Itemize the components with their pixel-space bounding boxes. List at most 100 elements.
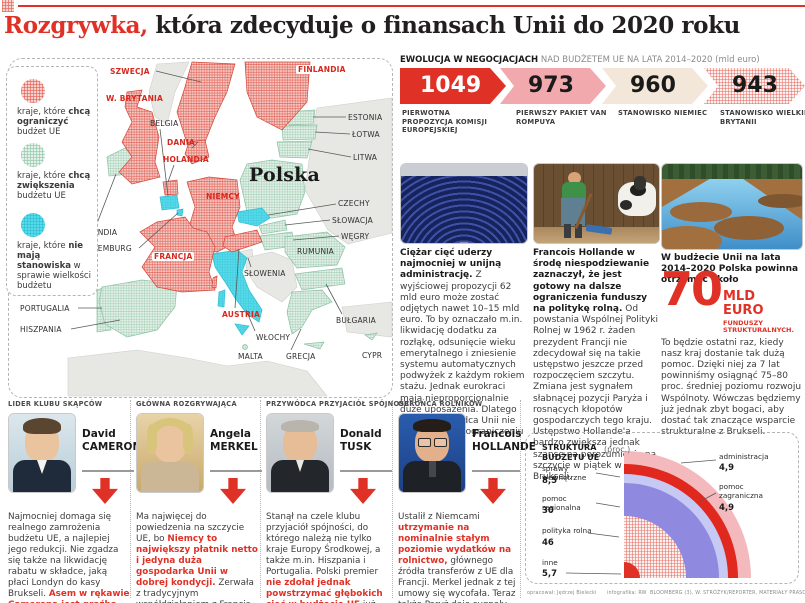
evolution-heading-mid: NAD BUDŻETEM UE NA LATA 2014–2020 (538, 55, 716, 65)
chart-value: 30 (542, 506, 554, 516)
legend-item-increase: kraje, które chcą zwiększenia budżetu UE (17, 171, 91, 201)
map-gray-countries (67, 61, 393, 397)
credit-infographic: infografika: RW (607, 591, 647, 596)
top-rule (18, 5, 805, 7)
legend-swatch-cyan (21, 213, 45, 237)
profile-name-cameron: David CAMERON (82, 428, 141, 472)
article-poland-funds: W budżecie Unii na lata 2014–2020 Polska… (661, 253, 803, 438)
profile-role-hollande: OBROŃCA ROLNIKÓW (398, 400, 483, 408)
evolution-step-4: 943 (704, 68, 805, 104)
decor-hatch-square (2, 0, 14, 12)
evolution-step-2: 973 (500, 68, 606, 104)
legend-text: kraje, które (17, 107, 69, 117)
separator (392, 400, 393, 598)
legend-text-bold: chcą ograniczyć (17, 107, 91, 127)
profile-name-tusk: Donald TUSK (340, 428, 392, 472)
chart-value: 4,9 (719, 463, 735, 473)
article-lead: W budżecie Unii na lata 2014–2020 Polska… (661, 253, 799, 286)
profile-text-hollande: Ustalił z Niemcami utrzymanie na nominal… (398, 512, 516, 603)
evolution-value: 943 (732, 73, 778, 98)
evolution-caption-3: STANOWISKO NIEMIEC (618, 109, 708, 117)
evolution-caption-1: PIERWOTNA PROPOZYCJA KOMISJI EUROPEJSKIE… (402, 109, 488, 134)
legend-text-bold: nie mają stanowiska (17, 241, 84, 271)
evolution-value: 1049 (420, 73, 482, 98)
portrait-hollande (398, 413, 466, 493)
map-cyan-countries (159, 194, 271, 336)
profile-text-tusk: Stanął na czele klubu przyjaciół spójnoś… (266, 512, 383, 603)
separator (520, 400, 521, 598)
legend-swatch-green (21, 143, 45, 167)
map-legend: kraje, które chcą ograniczyć budżet UE k… (6, 66, 98, 296)
quarter-donut (624, 451, 751, 578)
chart-value: 5,7 (542, 569, 558, 579)
chart-label: pomoc zagraniczna (719, 482, 763, 500)
down-arrow-icon (220, 478, 246, 504)
article-lead: Francois Hollande w środę niespodziewani… (533, 248, 650, 315)
profile-role-cameron: LIDER KLUBU SKĄPCÓW (8, 400, 103, 408)
evolution-step-3: 960 (602, 68, 708, 104)
map-leader-lines (70, 70, 352, 351)
portrait-merkel (136, 413, 204, 493)
map-green-countries (96, 109, 378, 350)
big-number: 70 (661, 261, 723, 316)
evolution-value: 973 (528, 73, 574, 98)
chart-value: 4,9 (719, 503, 735, 513)
profile-name-merkel: Angela MERKEL (210, 428, 262, 472)
chart-label: pomoc regionalna (542, 494, 581, 512)
legend-text: budżetu UE (17, 191, 66, 201)
photo-eu-parliament (400, 163, 528, 244)
photo-farmer-barn (533, 163, 660, 244)
profile-name-hollande: Francois HOLLANDE (472, 428, 536, 472)
legend-text: budżet UE (17, 127, 61, 137)
big-number-unit: MLD EURO (723, 288, 764, 318)
page-title-accent: Rozgrywka, (4, 12, 148, 39)
profile-text-cameron: Najmocniej domaga się realnego zamrożeni… (8, 512, 130, 603)
portrait-tusk (266, 413, 334, 493)
profile-role-tusk: PRZYWÓDCA PRZYJACIÓŁ SPÓJNOŚCI (266, 400, 413, 408)
article-body: To będzie ostatni raz, kiedy nasz kraj d… (661, 337, 802, 438)
separator (260, 400, 261, 598)
portrait-cameron (8, 413, 76, 493)
legend-text-bold: chcą zwiększenia (17, 171, 91, 191)
down-arrow-icon (350, 478, 376, 504)
evolution-caption-4: STANOWISKO WIELKIEJ BRYTANII (720, 109, 805, 126)
credit-author: opracował: Jędrzej Bielecki (527, 591, 597, 596)
evolution-value: 960 (630, 73, 676, 98)
down-arrow-icon (480, 478, 506, 504)
legend-item-cut: kraje, które chcą ograniczyć budżet UE (17, 107, 91, 137)
profile-text-merkel: Ma najwięcej do powiedzenia na szczycie … (136, 512, 258, 603)
big-number-block: 70 MLD EURO FUNDUSZY STRUKTURALNYCH. (661, 265, 803, 336)
article-lead: Ciężar cięć uderzy najmocniej w unijną a… (400, 248, 502, 281)
page-title-rest: która zdecyduje o finansach Unii do 2020… (147, 12, 740, 39)
evolution-heading: EWOLUCJA W NEGOCJACJACH NAD BUDŻETEM UE … (400, 55, 760, 65)
chart-label: polityka rolna (542, 526, 592, 535)
evolution-heading-unit: (mld euro) (715, 55, 760, 65)
chart-label: inne (542, 558, 558, 567)
chart-value: 8,5 (542, 476, 558, 486)
chart-title: STRUKTURA BUDŻETU UE (542, 443, 600, 462)
chart-label: sprawy wewnętrzne (542, 464, 587, 482)
legend-item-noposition: kraje, które nie mają stanowiska w spraw… (17, 241, 91, 291)
chart-label: administracja (719, 452, 769, 461)
legend-text: kraje, które (17, 171, 69, 181)
profile-role-merkel: GŁÓWNA ROZGRYWAJĄCA (136, 400, 237, 408)
evolution-caption-2: PIERWSZY PAKIET VAN ROMPUYA (516, 109, 607, 126)
photo-road-construction (661, 163, 803, 250)
europe-map (67, 61, 393, 397)
evolution-heading-bold: EWOLUCJA W NEGOCJACJACH (400, 55, 539, 65)
chart-value: 46 (542, 538, 554, 548)
big-number-sub: FUNDUSZY STRUKTURALNYCH. (723, 318, 794, 335)
credit-photos: BLOOMBERG (3), W. STRÓŻYK/REPORTER, MATE… (650, 591, 805, 596)
evolution-step-1: 1049 (400, 68, 506, 104)
budget-structure-chart (565, 451, 751, 578)
chart-unit: (proc.) (604, 445, 631, 454)
legend-text: kraje, które (17, 241, 69, 251)
down-arrow-icon (92, 478, 118, 504)
budget-structure-panel: STRUKTURA BUDŻETU UE (proc.) sprawy wewnę… (525, 432, 799, 584)
legend-text: w sprawie wielkości budżetu (17, 261, 91, 291)
legend-swatch-red (21, 79, 45, 103)
separator (130, 400, 131, 598)
page-title: Rozgrywka, która zdecyduje o finansach U… (4, 12, 740, 39)
chart-pointer-lines (565, 459, 717, 575)
